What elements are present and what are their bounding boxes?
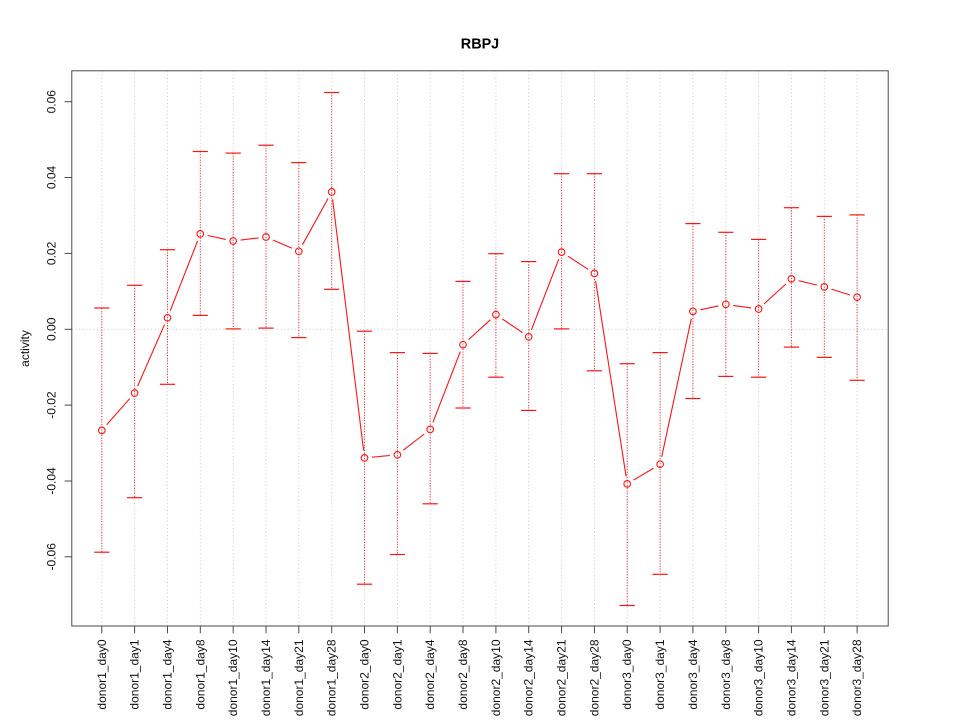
- svg-text:activity: activity: [18, 330, 32, 367]
- svg-text:donor3_day8: donor3_day8: [719, 639, 733, 709]
- svg-text:donor1_day1: donor1_day1: [128, 639, 142, 709]
- svg-text:0.02: 0.02: [45, 241, 59, 265]
- svg-text:-0.06: -0.06: [45, 543, 59, 571]
- svg-text:donor3_day10: donor3_day10: [752, 639, 766, 716]
- svg-text:donor3_day28: donor3_day28: [850, 639, 864, 716]
- svg-text:donor2_day0: donor2_day0: [358, 639, 372, 709]
- svg-text:0.04: 0.04: [45, 165, 59, 189]
- svg-text:donor2_day21: donor2_day21: [555, 639, 569, 716]
- svg-text:donor2_day4: donor2_day4: [423, 639, 437, 709]
- svg-text:RBPJ: RBPJ: [461, 37, 499, 53]
- svg-text:-0.04: -0.04: [45, 467, 59, 495]
- svg-text:donor1_day0: donor1_day0: [95, 639, 109, 709]
- svg-text:donor2_day28: donor2_day28: [587, 639, 601, 716]
- svg-text:donor2_day1: donor2_day1: [390, 639, 404, 709]
- svg-text:donor2_day8: donor2_day8: [456, 639, 470, 709]
- svg-text:donor1_day4: donor1_day4: [161, 639, 175, 709]
- svg-text:donor2_day10: donor2_day10: [489, 639, 503, 716]
- svg-text:donor1_day10: donor1_day10: [226, 639, 240, 716]
- svg-text:donor2_day14: donor2_day14: [522, 639, 536, 716]
- svg-text:donor3_day4: donor3_day4: [686, 639, 700, 709]
- svg-text:donor1_day21: donor1_day21: [292, 639, 306, 716]
- svg-text:donor1_day14: donor1_day14: [259, 639, 273, 716]
- svg-text:0.00: 0.00: [45, 317, 59, 341]
- svg-text:0.06: 0.06: [45, 90, 59, 114]
- svg-text:donor1_day28: donor1_day28: [325, 639, 339, 716]
- svg-text:donor3_day1: donor3_day1: [653, 639, 667, 709]
- svg-text:donor3_day0: donor3_day0: [620, 639, 634, 709]
- svg-text:donor1_day8: donor1_day8: [193, 639, 207, 709]
- svg-text:-0.02: -0.02: [45, 391, 59, 419]
- svg-text:donor3_day14: donor3_day14: [784, 639, 798, 716]
- svg-text:donor3_day21: donor3_day21: [817, 639, 831, 716]
